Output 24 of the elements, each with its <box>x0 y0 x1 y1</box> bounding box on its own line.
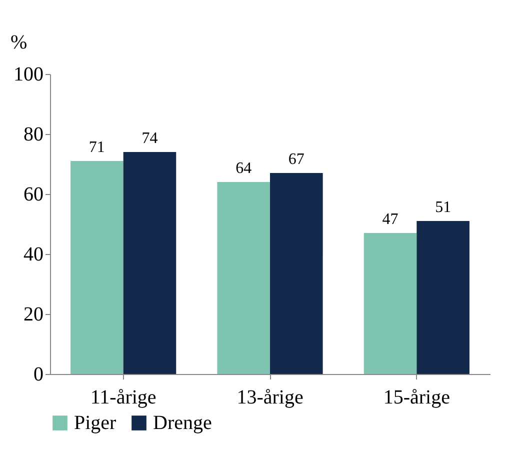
legend-label: Drenge <box>153 412 212 434</box>
data-label: 74 <box>142 130 158 147</box>
data-label: 71 <box>88 139 105 156</box>
y-tick-label: 40 <box>24 244 44 266</box>
bar <box>217 182 270 374</box>
data-label: 67 <box>288 151 304 168</box>
y-tick-label: 100 <box>14 64 44 86</box>
data-label: 47 <box>382 211 398 228</box>
x-tick-label: 13-årige <box>236 386 304 408</box>
data-label: 64 <box>236 160 252 177</box>
bar <box>364 233 417 374</box>
y-tick-label: 0 <box>34 364 44 386</box>
y-axis-title: % <box>10 32 28 54</box>
bar <box>270 173 323 374</box>
bar <box>416 221 470 374</box>
legend-label: Piger <box>74 412 117 434</box>
data-label: 51 <box>435 199 452 216</box>
y-tick-label: 20 <box>24 304 44 326</box>
y-tick-label: 60 <box>24 184 44 206</box>
x-tick-label: 15-årige <box>383 386 450 408</box>
y-tick-label: 80 <box>24 124 44 146</box>
bar <box>123 152 176 374</box>
bar <box>70 161 124 374</box>
x-tick-label: 11-årige <box>90 386 156 408</box>
